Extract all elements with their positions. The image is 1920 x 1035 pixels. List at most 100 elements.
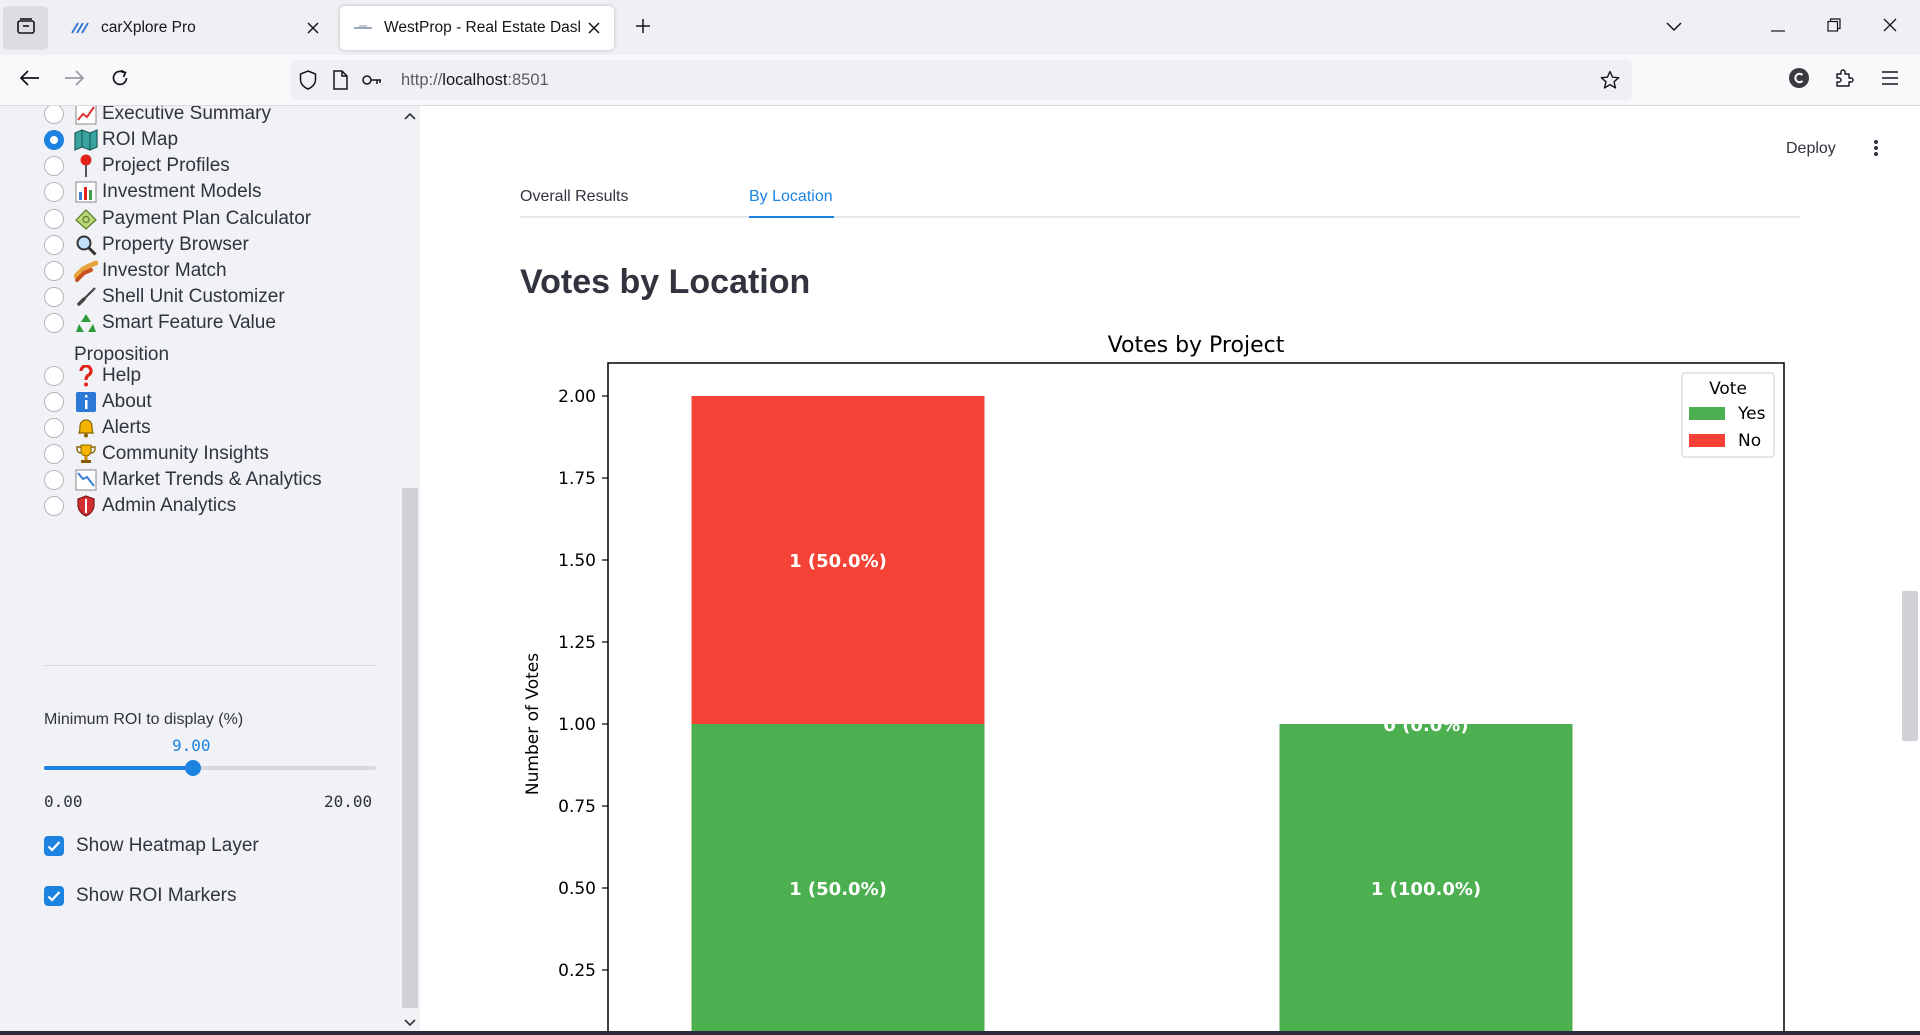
page-icon[interactable] <box>330 70 350 90</box>
sidebar-item-about[interactable]: About <box>44 386 384 418</box>
back-button[interactable] <box>12 62 48 98</box>
list-all-tabs-button[interactable] <box>1646 0 1702 55</box>
sidebar-item-admin-analytics[interactable]: Admin Analytics <box>44 490 384 522</box>
tab-title: carXplore Pro <box>101 19 196 36</box>
sidebar-item-investor-match[interactable]: Investor Match <box>44 255 384 287</box>
sidebar-item-label: Smart Feature Value <box>102 312 276 334</box>
roi-slider-thumb[interactable] <box>185 760 202 776</box>
sidebar-item-payment-plan-calculator[interactable]: Payment Plan Calculator <box>44 203 384 235</box>
sidebar-scrollbar[interactable] <box>398 106 420 1035</box>
sidebar-item-project-profiles[interactable]: Project Profiles <box>44 150 384 182</box>
app-menu-button[interactable] <box>1872 62 1908 98</box>
forward-button[interactable] <box>56 62 92 98</box>
sidebar-item-alerts[interactable]: Alerts <box>44 412 384 444</box>
minimize-button[interactable] <box>1750 0 1806 55</box>
sidebar-item-label: Shell Unit Customizer <box>102 286 285 308</box>
pushpin-icon <box>74 154 98 178</box>
bar-data-label: 1 (100.0%) <box>1371 879 1481 900</box>
tab-overall-results[interactable]: Overall Results <box>520 188 629 205</box>
legend-label-no: No <box>1738 431 1761 451</box>
sidebar-item-community-insights[interactable]: Community Insights <box>44 438 384 470</box>
show-heatmap-checkbox-row[interactable]: Show Heatmap Layer <box>44 833 259 859</box>
radio-unselected[interactable] <box>44 182 64 203</box>
carxplore-favicon-icon <box>71 21 89 35</box>
sidebar-item-roi-map[interactable]: ROI Map <box>44 124 384 156</box>
y-tick-label: 0.25 <box>558 961 596 981</box>
chevron-down-icon <box>1666 19 1682 37</box>
sidebar-item-label: About <box>102 390 152 412</box>
sidebar-item-label-line2: Proposition <box>74 344 170 366</box>
account-button[interactable] <box>1781 62 1817 98</box>
bar-data-label: 1 (50.0%) <box>789 551 887 572</box>
deploy-button[interactable]: Deploy <box>1786 140 1836 157</box>
radio-unselected[interactable] <box>44 443 64 464</box>
bookmark-star-icon[interactable] <box>1600 70 1620 90</box>
radio-unselected[interactable] <box>44 365 64 386</box>
sidebar-item-label: Executive Summary <box>102 106 271 124</box>
radio-unselected[interactable] <box>44 156 64 177</box>
restore-button[interactable] <box>1806 0 1862 55</box>
sidebar-item-label: Property Browser <box>102 233 249 255</box>
new-tab-button[interactable] <box>629 14 657 42</box>
tab-list-button[interactable] <box>3 6 48 50</box>
sidebar-scroll-thumb[interactable] <box>402 488 418 1008</box>
close-tab-icon[interactable] <box>299 14 327 42</box>
sidebar-item-help[interactable]: Help <box>44 360 384 392</box>
radio-unselected[interactable] <box>44 470 64 491</box>
y-tick-label: 0.75 <box>558 797 596 817</box>
y-axis-label: Number of Votes <box>523 653 543 795</box>
roi-slider-track[interactable] <box>44 760 376 776</box>
sidebar-item-label: Admin Analytics <box>102 495 237 517</box>
bar-yes-0 <box>691 724 985 1035</box>
radio-unselected[interactable] <box>44 260 64 281</box>
sidebar-item-property-browser[interactable]: Property Browser <box>44 229 384 261</box>
show-roi-markers-checkbox[interactable] <box>44 886 64 906</box>
sidebar-item-executive-summary[interactable]: Executive Summary <box>44 106 384 130</box>
browser-tab-carxplore[interactable]: carXplore Pro <box>57 6 333 50</box>
plot-frame <box>607 362 1785 1035</box>
arrow-right-icon <box>64 69 85 91</box>
tab-by-location[interactable]: By Location <box>749 188 833 205</box>
sidebar-item-label: Investment Models <box>102 181 262 203</box>
y-tick-label: 0.50 <box>558 879 596 899</box>
scroll-up-arrow-icon[interactable] <box>402 108 418 124</box>
close-tab-icon[interactable] <box>580 14 608 42</box>
show-roi-markers-checkbox-row[interactable]: Show ROI Markers <box>44 883 236 909</box>
question-icon <box>74 364 98 388</box>
shield-tracking-icon[interactable] <box>298 70 318 90</box>
sidebar-item-label: Investor Match <box>102 259 227 281</box>
sidebar-item-smart-feature-value[interactable]: Smart Feature Value Proposition <box>44 307 384 365</box>
plus-icon <box>635 18 651 39</box>
browser-tab-bar: carXplore Pro WestProp - Real Estate Das… <box>0 0 1920 55</box>
scroll-down-arrow-icon[interactable] <box>402 1015 418 1031</box>
sidebar-item-market-trends-analytics[interactable]: Market Trends & Analytics <box>44 464 384 496</box>
address-bar[interactable]: http://localhost:8501 <box>290 60 1632 100</box>
key-permissions-icon[interactable] <box>362 70 382 90</box>
radio-unselected[interactable] <box>44 313 64 334</box>
sidebar-item-investment-models[interactable]: Investment Models <box>44 176 384 208</box>
main-menu-button[interactable] <box>1864 138 1888 162</box>
browser-tab-westprop[interactable]: WestProp - Real Estate Dashboard <box>340 6 614 50</box>
main-scroll-thumb[interactable] <box>1902 591 1918 741</box>
radio-unselected[interactable] <box>44 417 64 438</box>
show-roi-markers-label: Show ROI Markers <box>76 885 237 906</box>
y-tick-label: 1.00 <box>558 715 596 735</box>
radio-unselected[interactable] <box>44 106 64 124</box>
sidebar-item-shell-unit-customizer[interactable]: Shell Unit Customizer <box>44 281 384 313</box>
show-heatmap-label: Show Heatmap Layer <box>76 835 259 856</box>
main-scrollbar[interactable] <box>1897 181 1920 1035</box>
radio-unselected[interactable] <box>44 208 64 229</box>
roi-slider-max: 20.00 <box>324 792 373 811</box>
show-heatmap-checkbox[interactable] <box>44 836 64 856</box>
roi-slider-fill <box>44 766 194 770</box>
checkmark-icon <box>47 891 61 902</box>
radio-selected[interactable] <box>44 130 64 151</box>
extensions-button[interactable] <box>1826 62 1862 98</box>
reload-button[interactable] <box>102 62 138 98</box>
url-text[interactable]: http://localhost:8501 <box>401 71 549 90</box>
radio-unselected[interactable] <box>44 496 64 517</box>
radio-unselected[interactable] <box>44 234 64 255</box>
radio-unselected[interactable] <box>44 287 64 308</box>
close-window-button[interactable] <box>1862 0 1918 55</box>
radio-unselected[interactable] <box>44 391 64 412</box>
